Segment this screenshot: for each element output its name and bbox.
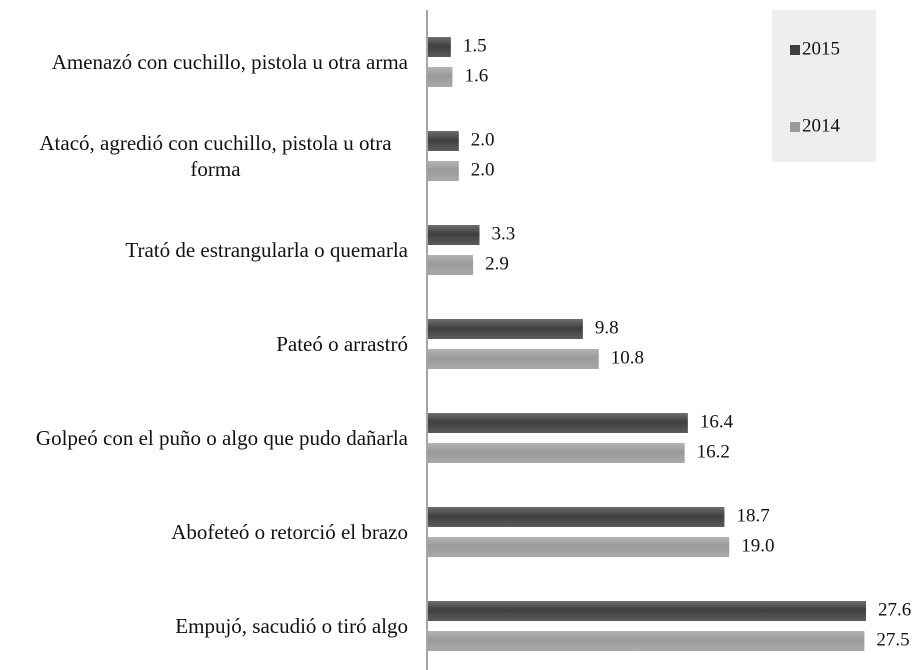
bar xyxy=(428,37,451,57)
category-label: Golpeó con el puño o algo que pudo dañar… xyxy=(35,426,408,450)
value-label: 2.0 xyxy=(471,159,495,180)
value-label: 10.8 xyxy=(611,347,644,368)
bar xyxy=(428,349,599,369)
category-label: Empujó, sacudió o tiró algo xyxy=(175,614,408,638)
value-label: 18.7 xyxy=(736,505,769,526)
value-label: 2.0 xyxy=(471,129,495,150)
value-label: 19.0 xyxy=(741,535,774,556)
legend-swatch xyxy=(790,45,800,55)
bar xyxy=(428,161,459,181)
category-label: Pateó o arrastró xyxy=(276,332,408,356)
category-label: Abofeteó o retorció el brazo xyxy=(171,520,408,544)
value-label: 2.9 xyxy=(485,253,509,274)
value-label: 1.6 xyxy=(464,65,488,86)
value-label: 9.8 xyxy=(595,317,619,338)
legend-box xyxy=(772,10,876,162)
value-label: 16.2 xyxy=(697,441,730,462)
category-label: Amenazó con cuchillo, pistola u otra arm… xyxy=(51,50,408,74)
legend-swatch xyxy=(790,122,800,132)
bar xyxy=(428,225,480,245)
value-label: 16.4 xyxy=(700,411,734,432)
bar xyxy=(428,601,866,621)
category-label: Atacó, agredió con cuchillo, pistola u o… xyxy=(39,131,392,181)
bar xyxy=(428,131,459,151)
bar xyxy=(428,255,474,275)
legend-label: 2015 xyxy=(802,38,840,59)
bar xyxy=(428,443,685,463)
bar xyxy=(428,507,725,527)
bar xyxy=(428,413,688,433)
value-label: 27.5 xyxy=(876,629,909,650)
value-label: 27.6 xyxy=(878,599,911,620)
legend-label: 2014 xyxy=(802,115,841,136)
bar xyxy=(428,537,730,557)
value-label: 1.5 xyxy=(463,35,487,56)
bar xyxy=(428,67,453,87)
value-label: 3.3 xyxy=(491,223,515,244)
bar xyxy=(428,319,583,339)
bar xyxy=(428,631,865,651)
category-label: Trató de estrangularla o quemarla xyxy=(125,238,408,262)
